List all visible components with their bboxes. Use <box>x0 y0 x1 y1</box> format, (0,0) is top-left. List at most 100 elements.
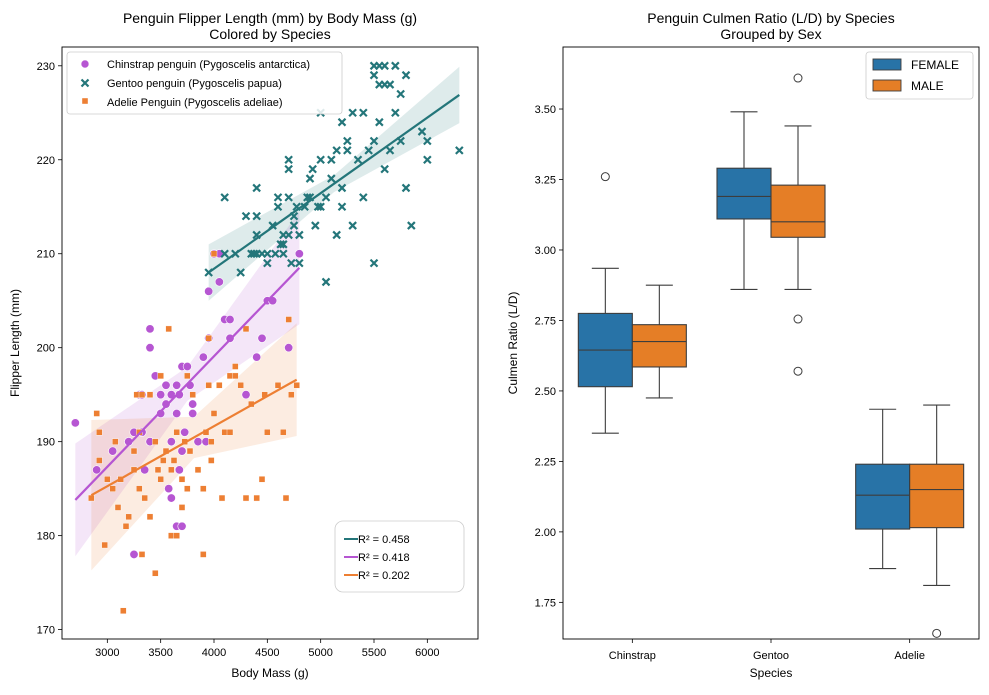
category-label: Chinstrap <box>609 650 656 662</box>
boxplot-title: Penguin Culmen Ratio (L/D) by Species <box>647 10 894 26</box>
y-tick-label: 2.25 <box>535 456 556 468</box>
boxplot-x-axis-label: Species <box>750 666 793 680</box>
gentoo-point <box>337 202 347 212</box>
gentoo-point <box>348 108 357 118</box>
chinstrap-point <box>177 446 187 456</box>
chinstrap-point <box>188 408 198 418</box>
adelie-point <box>189 391 196 398</box>
gentoo-point <box>279 240 288 249</box>
gentoo-point <box>284 155 293 165</box>
y-tick-label: 3.25 <box>535 174 556 186</box>
y-tick-label: 170 <box>37 625 55 637</box>
chinstrap-point <box>241 390 251 400</box>
scatter-points <box>70 61 464 615</box>
adelie-point <box>194 466 202 474</box>
boxplot-x-ticks: Chinstrap Gentoo Adelie <box>609 639 925 662</box>
gentoo-point <box>332 230 341 240</box>
ci-band-adelie <box>91 323 297 571</box>
gentoo-point <box>289 221 299 230</box>
x-tick-label: 3500 <box>148 647 172 659</box>
adelie-point <box>173 532 180 539</box>
gentoo-point <box>369 70 379 80</box>
gentoo-point <box>220 193 229 202</box>
legend-marker-gentoo <box>80 78 90 88</box>
y-tick-label: 2.50 <box>535 386 556 398</box>
chinstrap-point <box>193 437 203 447</box>
outlier-point <box>793 366 803 376</box>
chinstrap-point <box>204 286 214 296</box>
chinstrap-point <box>174 465 184 475</box>
chinstrap-point <box>166 493 176 503</box>
gentoo-point <box>337 183 347 193</box>
gentoo-point <box>287 258 296 268</box>
box-male-chinstrap <box>631 284 687 399</box>
adelie-point <box>157 372 164 380</box>
gentoo-point <box>385 146 395 155</box>
adelie-point <box>170 457 178 464</box>
adelie-point <box>237 382 244 389</box>
gentoo-point <box>332 146 341 155</box>
y-tick-label: 220 <box>37 155 55 167</box>
adelie-point <box>138 391 146 398</box>
adelie-point <box>208 438 215 445</box>
boxplot-y-ticks: 1.75 2.00 2.25 2.50 2.75 3.00 3.25 3.50 <box>535 104 563 609</box>
adelie-point <box>101 541 108 549</box>
scatter-title: Penguin Flipper Length (mm) by Body Mass… <box>123 10 417 26</box>
gentoo-point <box>271 249 280 259</box>
chinstrap-point <box>182 361 192 371</box>
regression-line-adelie <box>90 378 298 497</box>
adelie-point <box>125 513 132 521</box>
adelie-point <box>168 532 175 539</box>
chinstrap-point <box>164 484 174 494</box>
legend-marker-adelie <box>81 97 89 105</box>
x-tick-label: 5000 <box>308 647 332 659</box>
gentoo-point <box>321 277 331 287</box>
box-male-gentoo <box>770 73 826 376</box>
adelie-point <box>168 466 175 474</box>
gentoo-point <box>369 136 379 146</box>
chinstrap-point <box>108 446 118 456</box>
adelie-point <box>242 325 250 333</box>
chinstrap-point <box>70 418 80 428</box>
chinstrap-point <box>172 408 182 418</box>
adelie-point <box>280 429 287 436</box>
boxplot-panel: Penguin Culmen Ratio (L/D) by Species Gr… <box>506 10 980 680</box>
gentoo-point <box>308 164 317 174</box>
adelie-point <box>152 438 159 445</box>
gentoo-point <box>369 258 379 268</box>
adelie-point <box>216 382 223 389</box>
adelie-point <box>146 513 154 521</box>
adelie-point <box>88 494 95 502</box>
regression-lines <box>74 94 460 501</box>
regression-line-chinstrap <box>74 267 301 501</box>
chinstrap-point <box>145 324 155 334</box>
adelie-point <box>293 382 300 389</box>
adelie-point <box>226 429 234 436</box>
adelie-point <box>154 466 162 474</box>
adelie-point <box>136 485 143 492</box>
gentoo-point <box>359 108 368 118</box>
gentoo-point <box>252 211 261 221</box>
iqr-box <box>631 324 687 368</box>
gentoo-point <box>353 155 363 165</box>
category-label: Gentoo <box>753 650 789 662</box>
chinstrap-point <box>284 343 294 353</box>
chinstrap-point <box>172 380 182 390</box>
adelie-point <box>210 250 218 257</box>
adelie-point <box>200 551 207 558</box>
iqr-box <box>716 167 772 220</box>
gentoo-point <box>236 268 245 277</box>
x-tick-label: 5500 <box>362 647 386 659</box>
iqr-box <box>855 463 911 530</box>
gentoo-point <box>263 249 272 259</box>
chinstrap-point <box>174 390 184 400</box>
gentoo-point <box>380 164 389 174</box>
adelie-point <box>274 382 282 389</box>
adelie-point <box>218 494 226 502</box>
category-label: Adelie <box>894 650 925 662</box>
gentoo-point <box>295 230 304 240</box>
outlier-point <box>793 73 803 83</box>
gentoo-point <box>391 61 400 71</box>
gentoo-point <box>313 202 323 212</box>
chinstrap-point <box>214 277 224 287</box>
